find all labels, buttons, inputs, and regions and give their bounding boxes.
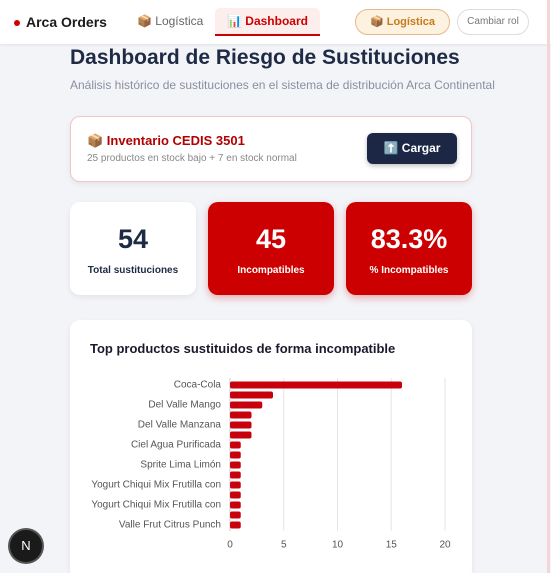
bar <box>230 381 402 389</box>
y-tick-label: Sprite Lima Limón <box>140 460 221 471</box>
y-tick-label: Del Valle Manzana <box>138 420 222 431</box>
bar <box>230 421 252 429</box>
bar <box>230 401 263 409</box>
stat-label: Total sustituciones <box>87 265 179 276</box>
nav-tab-active[interactable]: 📊 Dashboard <box>215 8 320 36</box>
inventory-summary: 25 productos en stock bajo + 7 en stock … <box>87 153 297 164</box>
y-tick-label: Yogurt Chiqui Mix Frutilla con <box>91 500 221 511</box>
bar <box>230 471 241 479</box>
y-tick-label: Del Valle Mango <box>148 400 221 411</box>
role-button[interactable]: 📦 Logística <box>355 9 450 35</box>
bar <box>230 461 241 469</box>
stat-label: % Incompatibles <box>369 265 449 276</box>
stat-card: 54 Total sustituciones <box>70 202 196 295</box>
stat-card: 45 Incompatibles <box>208 202 334 295</box>
y-tick-label: Ciel Agua Purificada <box>131 440 221 451</box>
x-tick-label: 0 <box>227 540 233 551</box>
stat-card: 83.3% % Incompatibles <box>346 202 472 295</box>
y-tick-label: Yogurt Chiqui Mix Frutilla con <box>91 480 221 491</box>
bar <box>230 481 241 489</box>
bar <box>230 451 241 459</box>
x-tick-label: 20 <box>439 540 451 551</box>
page-title: Dashboard de Riesgo de Sustituciones <box>70 46 460 69</box>
upload-button[interactable]: ⬆️ Cargar <box>367 133 457 164</box>
brand-name[interactable]: Arca Orders <box>26 14 107 30</box>
nav-tab[interactable]: 📦 Logística <box>137 14 204 28</box>
bar <box>230 511 241 519</box>
bar <box>230 441 241 449</box>
y-tick-label: Coca-Cola <box>174 380 222 391</box>
stat-label: Incompatibles <box>237 265 305 276</box>
stat-value: 83.3% <box>370 224 448 254</box>
scrollbar <box>547 0 550 573</box>
bar <box>230 501 241 509</box>
stat-value: 54 <box>117 224 149 254</box>
bar <box>230 521 241 529</box>
inventory-title: 📦 Inventario CEDIS 3501 <box>87 133 245 148</box>
badge[interactable]: N <box>10 530 42 562</box>
page-subtitle: Análisis histórico de sustituciones en e… <box>70 78 495 92</box>
x-tick-label: 15 <box>386 540 398 551</box>
bar <box>230 411 252 419</box>
chart-card <box>70 320 472 573</box>
stat-value: 45 <box>255 224 287 254</box>
bar <box>230 491 241 499</box>
brand[interactable]: Arca Orders <box>14 14 107 30</box>
chart-title: Top productos sustituidos de forma incom… <box>90 341 396 356</box>
switch-role-button[interactable]: Cambiar rol <box>457 9 529 35</box>
y-tick-label: Valle Frut Citrus Punch <box>119 520 221 531</box>
bar <box>230 391 273 399</box>
bar <box>230 431 252 439</box>
x-tick-label: 5 <box>281 540 287 551</box>
x-tick-label: 10 <box>332 540 344 551</box>
